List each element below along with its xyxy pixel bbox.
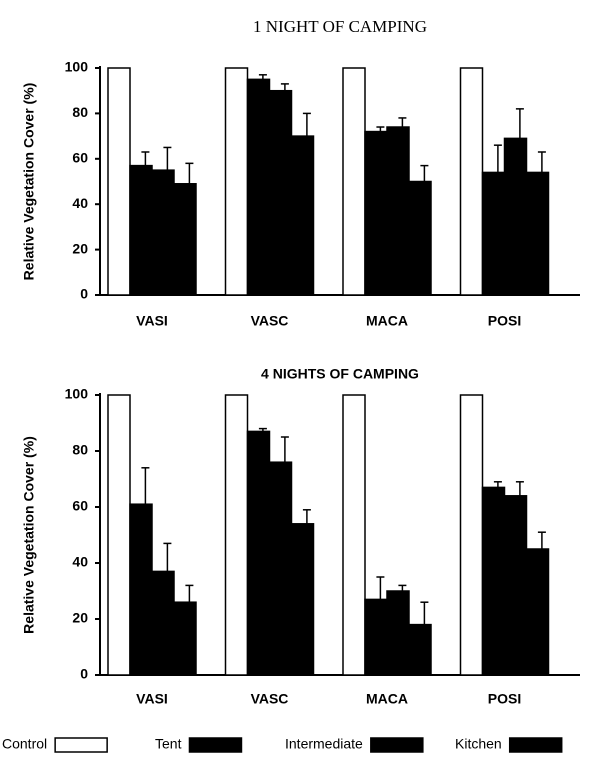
error-bar	[493, 481, 502, 488]
legend-label: Intermediate	[285, 736, 363, 752]
error-bar	[280, 83, 289, 91]
bar	[151, 570, 175, 676]
bar	[525, 171, 550, 296]
error-bar	[420, 164, 429, 182]
error-bar	[280, 436, 289, 463]
bar	[342, 394, 366, 676]
legend-swatch	[54, 737, 108, 753]
bar	[246, 430, 271, 676]
y-tick-label: 20	[72, 240, 88, 256]
y-tick-label: 60	[72, 498, 88, 514]
x-tick-label: MACA	[366, 691, 408, 707]
legend-swatch	[370, 737, 424, 753]
x-tick-label: VASC	[251, 313, 289, 329]
y-axis-label: Relative Vegetation Cover (%)	[21, 436, 37, 634]
bar	[481, 171, 506, 296]
legend-label: Tent	[155, 736, 182, 752]
legend-swatch	[188, 737, 243, 753]
y-tick-label: 80	[72, 104, 88, 120]
y-tick-label: 40	[72, 195, 88, 211]
bar	[364, 598, 388, 676]
legend-swatch	[508, 737, 563, 753]
error-bar	[141, 151, 150, 166]
x-tick-label: VASI	[136, 313, 168, 329]
bar	[268, 461, 293, 676]
x-tick-label: MACA	[366, 313, 408, 329]
y-tick-label: 40	[72, 554, 88, 570]
x-tick-label: POSI	[488, 691, 521, 707]
bar	[459, 67, 484, 296]
y-axis-label: Relative Vegetation Cover (%)	[21, 83, 37, 281]
bar	[503, 495, 528, 676]
error-bar	[515, 481, 524, 496]
error-bar	[141, 467, 150, 505]
error-bar	[398, 584, 407, 591]
bar	[503, 137, 528, 296]
bar	[290, 523, 315, 676]
y-tick-label: 0	[80, 666, 88, 682]
bar	[224, 67, 249, 296]
error-bar	[185, 162, 194, 184]
y-tick-label: 80	[72, 442, 88, 458]
bar	[408, 180, 432, 296]
bar	[386, 126, 410, 296]
error-bar	[185, 584, 194, 603]
bar	[129, 164, 153, 296]
error-bar	[163, 146, 172, 171]
y-tick-label: 100	[65, 59, 89, 75]
x-tick-label: VASI	[136, 691, 168, 707]
error-bar	[420, 601, 429, 625]
error-bar	[258, 427, 267, 432]
error-bar	[515, 108, 524, 139]
error-bar	[537, 531, 546, 549]
error-bar	[302, 509, 311, 524]
legend-label: Control	[2, 736, 47, 752]
bar	[173, 183, 197, 296]
bar	[107, 67, 131, 296]
bar	[246, 78, 271, 296]
error-bar	[493, 144, 502, 173]
error-bar	[258, 74, 267, 80]
bar	[107, 394, 131, 676]
chart-title: 1 NIGHT OF CAMPING	[253, 17, 427, 36]
error-bar	[537, 151, 546, 173]
bar	[268, 89, 293, 296]
chart-title: 4 NIGHTS OF CAMPING	[261, 366, 419, 382]
x-tick-label: VASC	[251, 691, 289, 707]
bar	[408, 623, 432, 676]
error-bar	[376, 126, 385, 132]
bar	[525, 548, 550, 676]
bar	[129, 503, 153, 676]
bar	[342, 67, 366, 296]
x-tick-label: POSI	[488, 313, 521, 329]
error-bar	[163, 542, 172, 572]
error-bar	[302, 112, 311, 137]
bar	[459, 394, 484, 676]
y-tick-label: 20	[72, 610, 88, 626]
bar	[173, 601, 197, 676]
y-tick-label: 0	[80, 286, 88, 302]
bar	[364, 130, 388, 296]
error-bar	[398, 117, 407, 128]
bar	[290, 135, 315, 296]
y-tick-label: 60	[72, 150, 88, 166]
legend-label: Kitchen	[455, 736, 502, 752]
bar	[386, 590, 410, 676]
error-bar	[376, 576, 385, 600]
y-tick-label: 100	[65, 386, 89, 402]
bar	[481, 486, 506, 676]
bar	[224, 394, 249, 676]
bar	[151, 169, 175, 296]
